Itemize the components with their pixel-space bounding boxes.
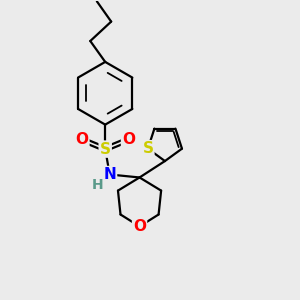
Text: N: N <box>103 167 116 182</box>
Text: O: O <box>122 132 135 147</box>
Text: H: H <box>91 178 103 192</box>
Text: O: O <box>133 219 146 234</box>
Text: O: O <box>75 132 88 147</box>
Text: S: S <box>142 141 153 156</box>
Text: S: S <box>100 142 111 157</box>
